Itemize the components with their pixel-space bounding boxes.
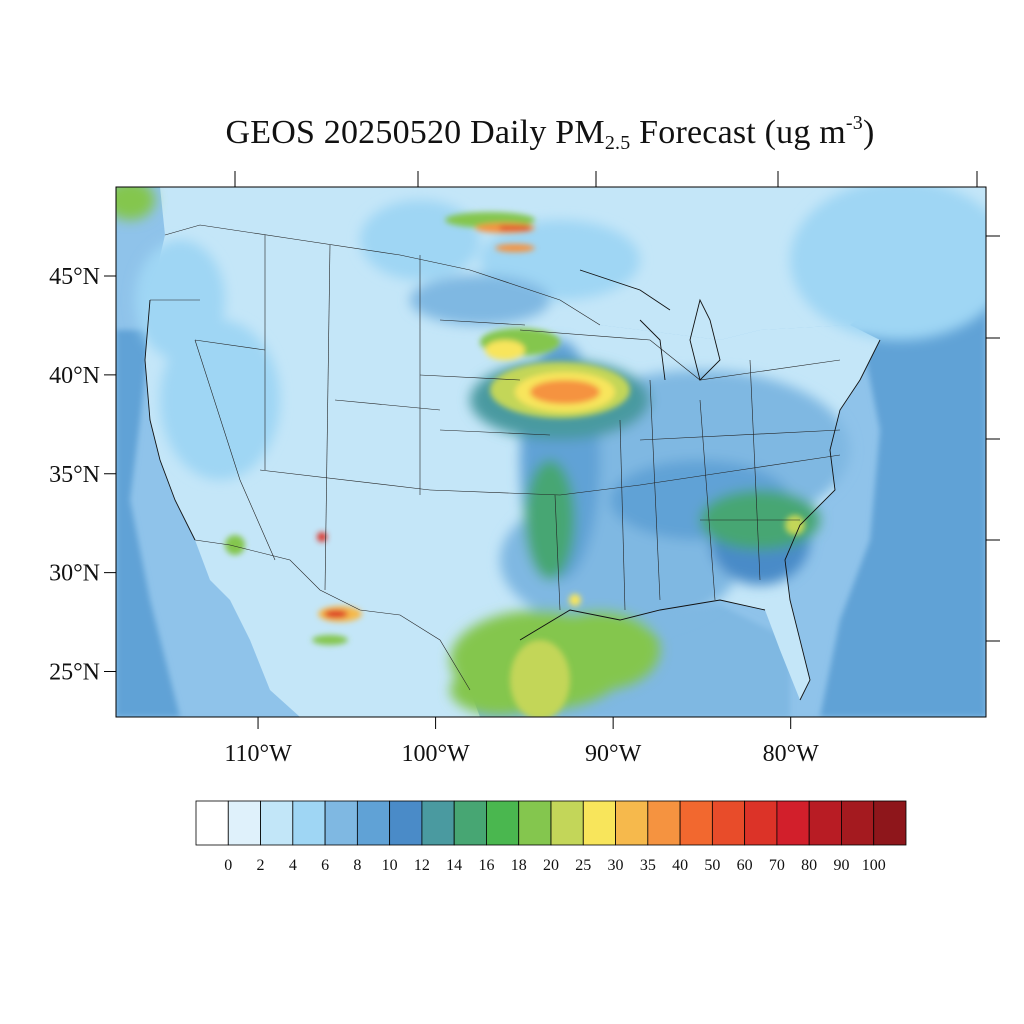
colorbar-swatch xyxy=(292,800,326,846)
lon-tick-label: 90°W xyxy=(585,741,642,767)
colorbar-label: 25 xyxy=(575,857,591,874)
map-frame xyxy=(115,186,987,718)
colorbar-swatch xyxy=(518,800,552,846)
colorbar-label: 40 xyxy=(672,857,688,874)
colorbar-swatch xyxy=(195,800,229,846)
colorbar-label: 70 xyxy=(769,857,785,874)
colorbar-swatch xyxy=(486,800,520,846)
lat-tick-label: 25°N xyxy=(49,660,100,686)
colorbar-label: 60 xyxy=(737,857,753,874)
right-ticks xyxy=(986,235,1000,642)
colorbar-swatch xyxy=(615,800,649,846)
colorbar-swatch xyxy=(421,800,455,846)
colorbar-label: 4 xyxy=(289,857,297,874)
lon-tick-label: 80°W xyxy=(763,741,820,767)
title-subscript: 2.5 xyxy=(604,132,631,154)
colorbar-label: 6 xyxy=(321,857,329,874)
colorbar-swatch xyxy=(776,800,810,846)
colorbar-swatch xyxy=(356,800,391,846)
lat-tick-label: 40°N xyxy=(49,363,100,389)
colorbar-swatch xyxy=(389,800,423,846)
map-title: GEOS 20250520 Daily PM2.5 Forecast (ug m… xyxy=(0,112,1024,155)
colorbar-swatch xyxy=(324,800,358,846)
title-superscript: -3 xyxy=(845,112,863,134)
colorbar-label: 0 xyxy=(224,857,232,874)
map-panel xyxy=(116,187,986,717)
colorbar-label: 35 xyxy=(640,857,656,874)
title-prefix: GEOS 20250520 Daily PM xyxy=(225,114,605,151)
colorbar-swatch xyxy=(260,800,294,846)
colorbar-label: 14 xyxy=(446,857,462,874)
lat-tick-label: 30°N xyxy=(49,561,100,587)
colorbar-swatch xyxy=(841,800,875,846)
colorbar-label: 20 xyxy=(543,857,559,874)
colorbar-label: 8 xyxy=(353,857,361,874)
colorbar-label: 90 xyxy=(833,857,849,874)
lon-tick-label: 110°W xyxy=(224,741,292,767)
coastlines xyxy=(144,269,881,701)
colorbar-swatch xyxy=(744,800,778,846)
political-boundaries xyxy=(150,224,841,691)
colorbar-swatch xyxy=(679,800,713,846)
pm25-hotspot-layer xyxy=(225,212,805,717)
title-suffix: ) xyxy=(862,114,875,151)
colorbar-label: 2 xyxy=(257,857,265,874)
colorbar-label: 100 xyxy=(862,857,886,874)
latitude-ticks: 45°N 40°N 35°N 30°N 25°N xyxy=(49,264,116,686)
colorbar-swatch xyxy=(227,800,261,846)
lat-tick-label: 35°N xyxy=(49,462,100,488)
top-ticks xyxy=(234,171,978,187)
colorbar-label: 12 xyxy=(414,857,430,874)
atlantic-ocean xyxy=(820,300,986,717)
colorbar-swatch xyxy=(873,800,907,846)
colorbar-label: 18 xyxy=(511,857,527,874)
colorbar-swatch xyxy=(550,800,584,846)
pacific-ocean xyxy=(116,330,180,717)
colorbar-swatch xyxy=(453,800,487,846)
colorbar-swatch xyxy=(647,800,681,846)
land-mexico xyxy=(195,540,480,717)
colorbar-swatch xyxy=(711,800,746,846)
lat-tick-label: 45°N xyxy=(49,264,100,290)
colorbar-swatch xyxy=(582,800,616,846)
colorbar-label: 30 xyxy=(608,857,624,874)
title-middle: Forecast (ug m xyxy=(630,114,846,151)
colorbar-label: 10 xyxy=(382,857,398,874)
colorbar-swatch xyxy=(808,800,842,846)
colorbar-label: 80 xyxy=(801,857,817,874)
lon-tick-label: 100°W xyxy=(401,741,470,767)
colorbar-label: 16 xyxy=(478,857,494,874)
colorbar: 0 2 4 6 8 10 12 14 16 18 20 25 30 35 40 50 60 70 80 90 100 xyxy=(195,800,907,874)
colorbar-label: 50 xyxy=(704,857,720,874)
longitude-ticks: 110°W 100°W 90°W 80°W xyxy=(224,717,819,767)
